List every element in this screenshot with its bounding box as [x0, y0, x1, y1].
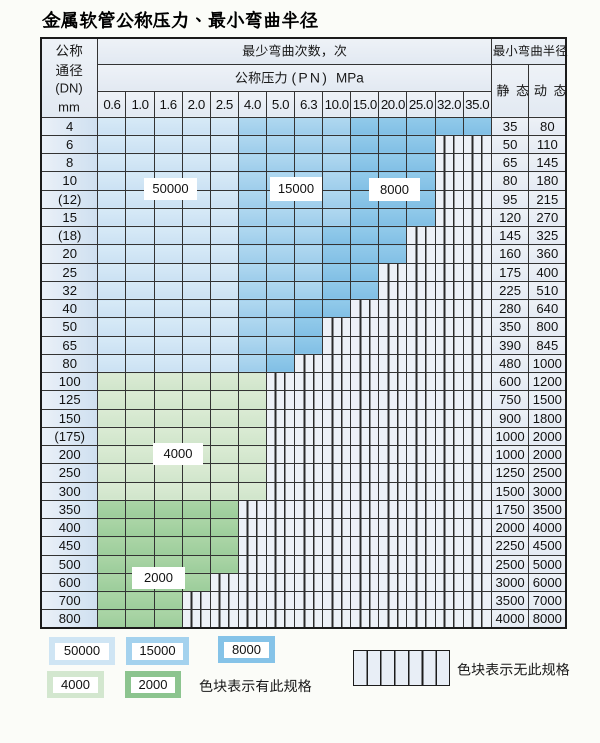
svg-text:mm: mm	[58, 100, 80, 115]
svg-text:(DN): (DN)	[55, 81, 82, 96]
svg-text:(PN): (PN)	[292, 70, 330, 86]
svg-text:MPa: MPa	[336, 71, 364, 86]
